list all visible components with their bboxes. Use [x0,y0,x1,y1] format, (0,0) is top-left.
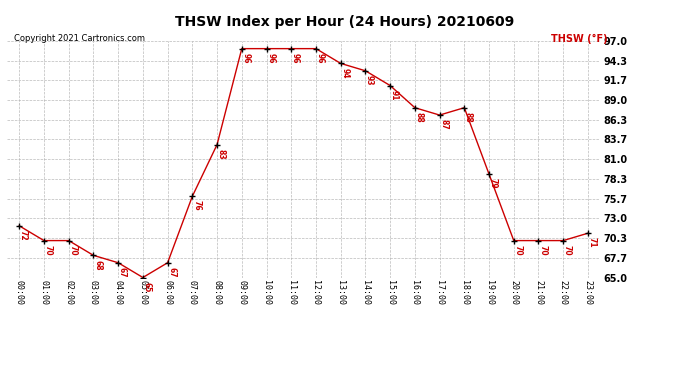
Text: THSW Index per Hour (24 Hours) 20210609: THSW Index per Hour (24 Hours) 20210609 [175,15,515,29]
Text: 67: 67 [118,267,127,278]
Text: 65: 65 [143,282,152,292]
Text: 70: 70 [563,245,572,255]
Text: 68: 68 [93,260,102,270]
Text: 88: 88 [415,112,424,123]
Text: 96: 96 [291,53,300,63]
Text: 94: 94 [340,68,349,78]
Text: 67: 67 [167,267,176,278]
Text: 76: 76 [192,201,201,211]
Text: 96: 96 [266,53,275,63]
Text: 88: 88 [464,112,473,123]
Text: 70: 70 [513,245,522,255]
Text: 70: 70 [538,245,547,255]
Text: 87: 87 [440,119,449,130]
Text: THSW (°F): THSW (°F) [551,34,607,44]
Text: 83: 83 [217,149,226,159]
Text: Copyright 2021 Cartronics.com: Copyright 2021 Cartronics.com [14,34,145,43]
Text: 72: 72 [19,230,28,241]
Text: 79: 79 [489,178,497,189]
Text: 91: 91 [390,90,399,100]
Text: 96: 96 [241,53,250,63]
Text: 71: 71 [588,237,597,248]
Text: 96: 96 [315,53,324,63]
Text: 70: 70 [68,245,77,255]
Text: 93: 93 [365,75,374,86]
Text: 70: 70 [43,245,52,255]
